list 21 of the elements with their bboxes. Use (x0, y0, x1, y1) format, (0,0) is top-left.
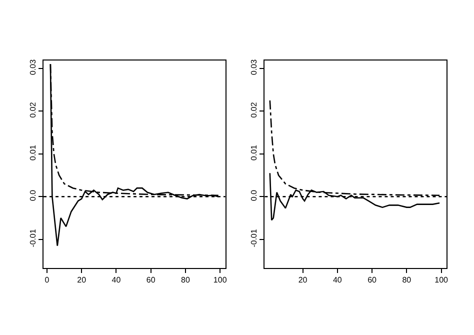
x-tick-label: 40 (332, 276, 342, 285)
y-tick-label: 0.02 (28, 102, 38, 118)
y-tick-label: 0.01 (28, 144, 38, 160)
x-tick-label: 60 (146, 276, 156, 285)
y-tick-label: -0.01 (250, 228, 259, 248)
x-tick-label: 60 (368, 276, 378, 285)
x-tick-label: 100 (213, 276, 228, 285)
y-tick-label: 0.03 (250, 58, 259, 76)
y-tick-label: 0.0 (250, 189, 259, 201)
y-tick-label: 0.02 (250, 102, 259, 118)
y-tick-label: 0.03 (28, 58, 38, 76)
x-tick-label: 80 (181, 276, 190, 285)
y-tick-label: -0.01 (28, 228, 38, 248)
y-tick-label: 0.01 (250, 144, 259, 160)
x-tick-label: 40 (112, 276, 122, 285)
y-tick-label: 0.0 (28, 189, 38, 201)
x-tick-label: 80 (402, 276, 412, 285)
x-tick-label: 20 (77, 276, 87, 285)
x-tick-label: 0 (44, 276, 50, 285)
x-tick-label: 20 (298, 276, 308, 285)
x-tick-label: 100 (434, 276, 449, 285)
